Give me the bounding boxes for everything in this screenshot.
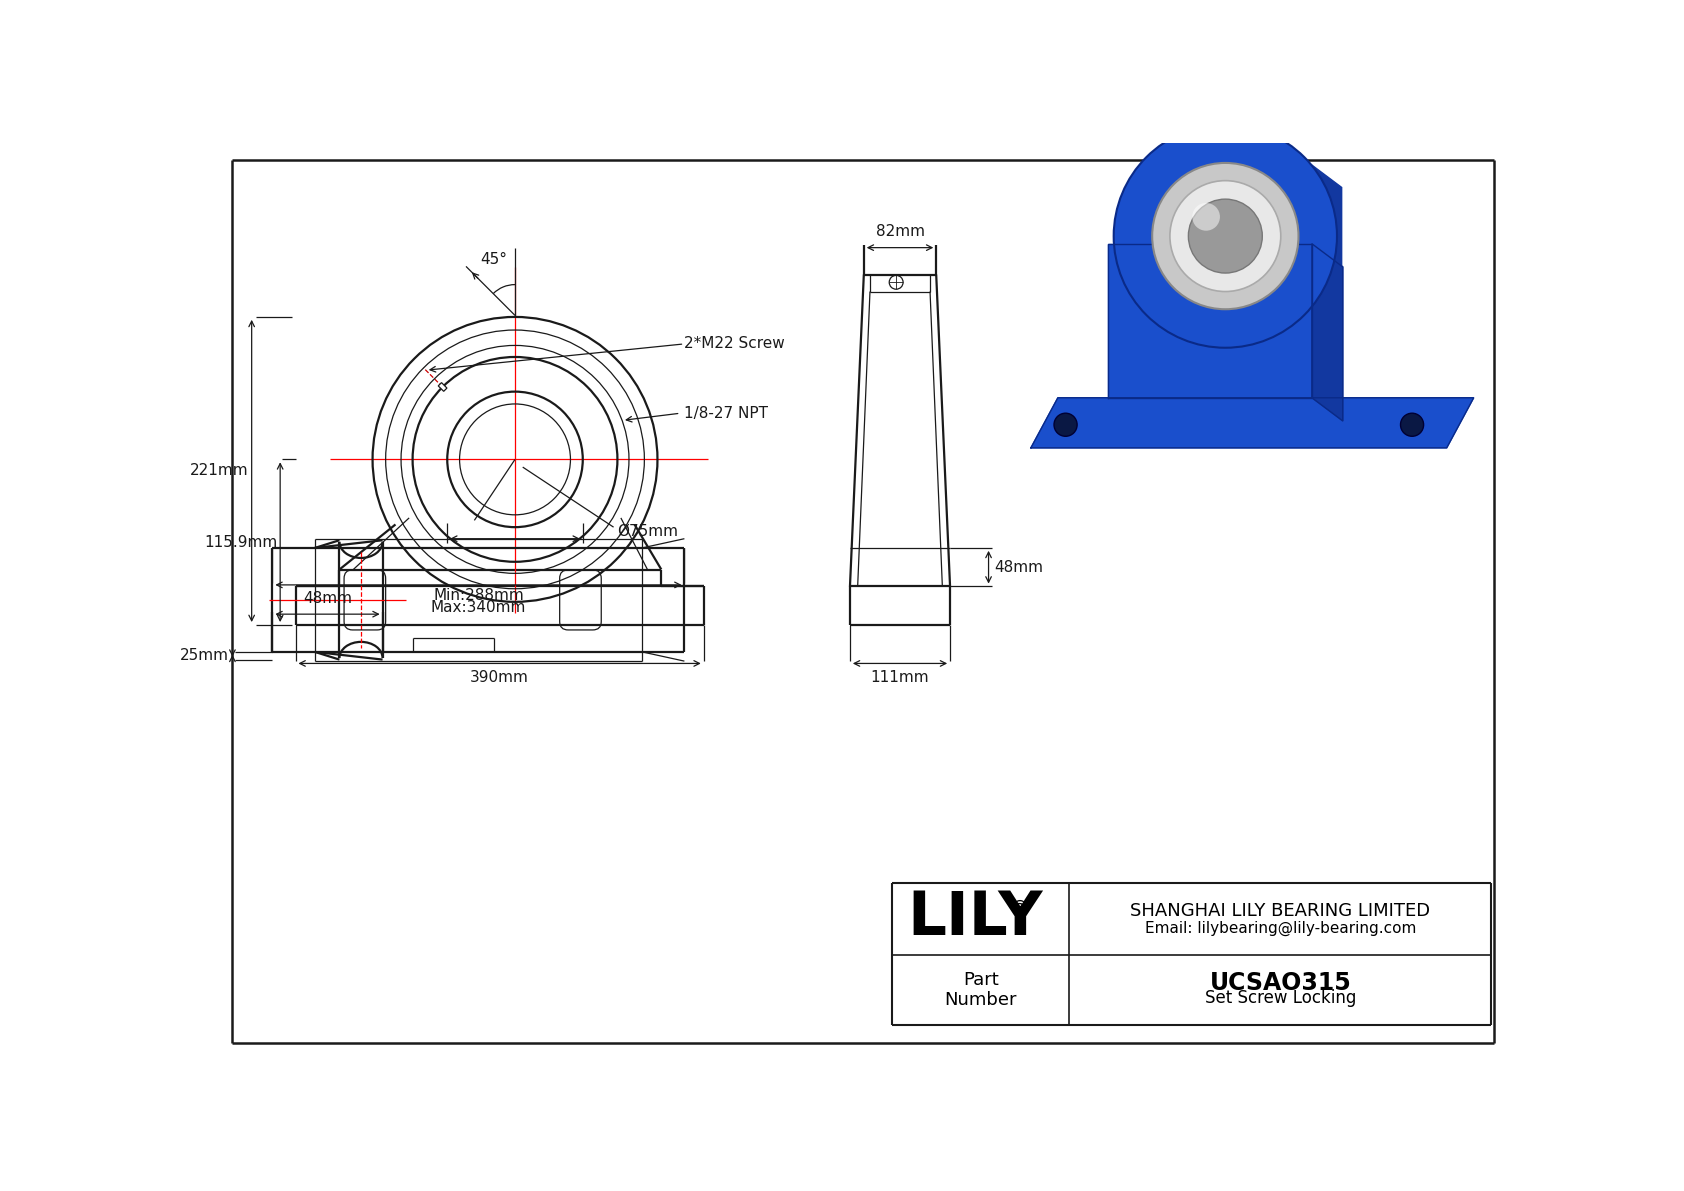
Bar: [438, 382, 446, 392]
Text: ®: ®: [1010, 899, 1029, 917]
Text: Max:340mm: Max:340mm: [431, 600, 525, 616]
Text: Email: lilybearing@lily-bearing.com: Email: lilybearing@lily-bearing.com: [1145, 921, 1416, 936]
Circle shape: [1189, 199, 1263, 273]
Text: UCSAO315: UCSAO315: [1209, 971, 1351, 994]
Circle shape: [1231, 123, 1243, 135]
Text: Ø75mm: Ø75mm: [618, 524, 679, 538]
Circle shape: [1054, 413, 1078, 436]
Text: Min:288mm: Min:288mm: [433, 588, 524, 603]
Text: LILY: LILY: [908, 890, 1042, 948]
Circle shape: [1113, 124, 1337, 348]
Text: 111mm: 111mm: [871, 669, 930, 685]
Text: 48mm: 48mm: [303, 591, 352, 606]
Circle shape: [1152, 163, 1298, 310]
Text: 48mm: 48mm: [995, 560, 1044, 575]
Circle shape: [1192, 202, 1219, 231]
Text: 221mm: 221mm: [190, 463, 249, 479]
Text: Set Screw Locking: Set Screw Locking: [1204, 990, 1356, 1008]
Text: 45°: 45°: [480, 251, 507, 267]
Text: 82mm: 82mm: [876, 224, 925, 239]
Text: 115.9mm: 115.9mm: [204, 535, 278, 550]
Text: 390mm: 390mm: [470, 669, 529, 685]
Circle shape: [1170, 181, 1282, 292]
Text: SHANGHAI LILY BEARING LIMITED: SHANGHAI LILY BEARING LIMITED: [1130, 902, 1430, 919]
Text: 25mm: 25mm: [180, 648, 229, 663]
Text: Part
Number: Part Number: [945, 971, 1017, 1009]
Circle shape: [1401, 413, 1423, 436]
Polygon shape: [1310, 164, 1342, 331]
Text: 1/8-27 NPT: 1/8-27 NPT: [684, 406, 768, 420]
Polygon shape: [1312, 244, 1342, 420]
Polygon shape: [1031, 398, 1474, 448]
Text: 2*M22 Screw: 2*M22 Screw: [684, 336, 785, 351]
Polygon shape: [1108, 244, 1312, 398]
